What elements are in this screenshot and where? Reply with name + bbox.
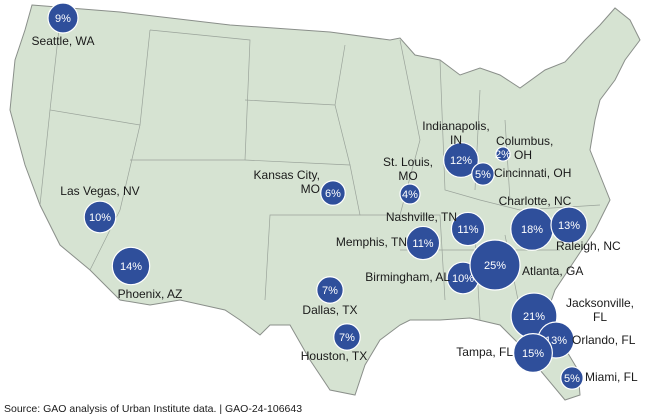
city: 13% Orlando, FL — [537, 321, 636, 359]
city-label: St. Louis, MO — [383, 155, 433, 183]
bubble — [495, 146, 511, 162]
value-label: 9% — [55, 13, 71, 25]
city-label: Memphis, TN — [336, 235, 407, 249]
city-label: Nashville, TN — [386, 210, 457, 224]
bubble — [316, 276, 344, 304]
city-label: Charlotte, NC — [499, 194, 572, 208]
value-label: 13% — [558, 220, 580, 232]
value-label: 10% — [452, 273, 474, 285]
city: 15% Tampa, FL — [456, 333, 553, 373]
city: 4% St. Louis, MO — [383, 155, 433, 205]
city-label: Indianapolis, IN — [422, 119, 489, 147]
city-label: Kansas City, MO — [254, 168, 320, 196]
city-label: Tampa, FL — [456, 345, 513, 359]
city: 2%Columbus, OH — [495, 134, 553, 162]
value-label: 7% — [339, 332, 355, 344]
city-label: Raleigh, NC — [556, 239, 621, 253]
city-label: Dallas, TX — [302, 303, 357, 317]
value-label: 18% — [521, 224, 543, 236]
city: 10%Birmingham, AL — [365, 261, 480, 295]
city: 11%Nashville, TN — [386, 210, 486, 247]
city: 18% Charlotte, NC — [499, 194, 572, 251]
city: 9% Seattle, WA — [32, 2, 95, 48]
value-label: 15% — [522, 348, 544, 360]
city: 7% Houston, TX — [301, 323, 367, 363]
bubble — [83, 200, 117, 234]
city-label: Las Vegas, NV — [60, 184, 139, 198]
bubble — [471, 162, 495, 186]
bubble — [399, 183, 421, 205]
city: 25% Atlanta, GA — [469, 239, 583, 291]
city-label: Miami, FL — [585, 370, 638, 384]
source-note: Source: GAO analysis of Urban Institute … — [4, 403, 302, 415]
value-label: 11% — [412, 238, 433, 250]
bubble — [405, 225, 441, 261]
bubble — [111, 246, 151, 286]
value-label: 2% — [495, 149, 511, 161]
value-label: 11% — [457, 224, 478, 236]
city-label: Phoenix, AZ — [118, 287, 183, 301]
bubble — [450, 211, 486, 247]
city-label: Birmingham, AL — [365, 270, 450, 284]
value-label: 10% — [89, 212, 111, 224]
city: 7% Dallas, TX — [302, 276, 358, 317]
city-label: Atlanta, GA — [522, 264, 583, 278]
bubble — [513, 333, 553, 373]
value-label: 21% — [523, 311, 545, 323]
value-label: 14% — [120, 261, 142, 273]
city: 10% Las Vegas, NV — [60, 184, 140, 234]
bubble — [320, 180, 346, 206]
bubble — [333, 323, 361, 351]
value-label: 7% — [322, 285, 338, 297]
bubble — [560, 366, 584, 390]
city-label: Houston, TX — [301, 349, 367, 363]
value-label: 5% — [564, 373, 580, 385]
city: 12% Indianapolis, IN — [422, 119, 490, 178]
city: 13% Raleigh, NC — [550, 206, 621, 253]
bubble — [550, 206, 588, 244]
bubble — [47, 2, 79, 34]
value-label: 12% — [450, 155, 472, 167]
city: 5% Cincinnati, OH — [471, 162, 571, 186]
city: 11% Memphis, TN — [336, 225, 441, 261]
bubble — [443, 142, 479, 178]
city: 6% Kansas City, MO — [254, 168, 346, 206]
city-label: Orlando, FL — [572, 333, 636, 347]
city-label: Cincinnati, OH — [494, 166, 571, 180]
city-label: Jacksonville, FL — [566, 296, 634, 324]
value-label: 25% — [484, 260, 506, 272]
value-label: 5% — [475, 169, 491, 181]
city: 5% Miami, FL — [560, 366, 638, 390]
value-label: 6% — [325, 188, 341, 200]
bubble — [469, 239, 521, 291]
value-label: 4% — [402, 189, 418, 201]
city-label: Seattle, WA — [32, 34, 95, 48]
city-label: Columbus, OH — [496, 134, 553, 162]
city: 14% Phoenix, AZ — [111, 246, 183, 301]
